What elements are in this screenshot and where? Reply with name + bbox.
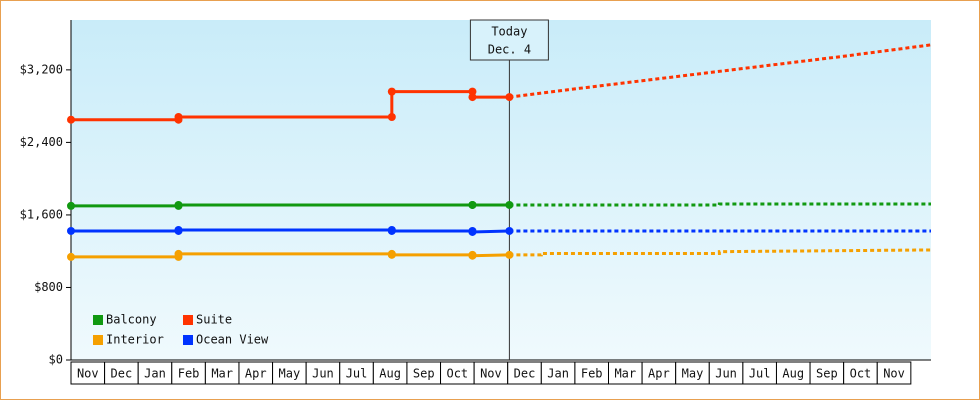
today-label: Today (491, 25, 527, 39)
plot-area (71, 20, 931, 360)
projection-line (509, 248, 932, 257)
point (387, 87, 396, 96)
x-tick-label: Sep (816, 367, 838, 381)
x-tick-label: Dec (514, 367, 536, 381)
legend-swatch (183, 335, 193, 345)
x-tick-label: Dec (111, 367, 133, 381)
point (468, 227, 477, 236)
point (387, 113, 396, 122)
x-tick-label: Jun (312, 367, 334, 381)
legend-swatch (183, 315, 193, 325)
series-line (71, 203, 510, 208)
today-box (469, 19, 549, 61)
point (505, 226, 514, 235)
x-tick-label: Nov (480, 367, 502, 381)
x-tick-label: Mar (211, 367, 233, 381)
x-tick-label: Jan (547, 367, 569, 381)
y-tick-label: $3,200 (20, 62, 63, 76)
legend-label: Ocean View (196, 333, 269, 347)
legend-label: Suite (196, 313, 232, 327)
y-tick-label: $800 (34, 280, 63, 294)
x-tick-label: Nov (77, 367, 99, 381)
point (505, 250, 514, 259)
x-tick-label: Feb (581, 367, 603, 381)
point (505, 93, 514, 102)
x-tick-label: Jul (346, 367, 368, 381)
x-tick-label: Aug (782, 367, 804, 381)
x-tick-label: Mar (614, 367, 636, 381)
x-tick-label: Nov (883, 367, 905, 381)
point (468, 200, 477, 209)
x-tick-label: Jan (144, 367, 166, 381)
x-tick-label: Jul (749, 367, 771, 381)
legend-label: Interior (106, 333, 164, 347)
x-tick-label: Oct (446, 367, 468, 381)
projection-line (509, 202, 931, 207)
legend-swatch (93, 335, 103, 345)
today-label: Dec. 4 (488, 43, 531, 57)
month-cell (876, 361, 912, 385)
legend-swatch (93, 315, 103, 325)
point (67, 115, 75, 124)
point (468, 251, 477, 260)
legend-label: Balcony (106, 313, 157, 327)
x-tick-label: Jun (715, 367, 737, 381)
point (174, 225, 183, 234)
point (387, 226, 396, 235)
point (174, 249, 183, 258)
point (67, 252, 75, 261)
point (67, 201, 75, 210)
projection-line (509, 43, 932, 99)
x-tick-label: Oct (850, 367, 872, 381)
y-tick-label: $0 (49, 353, 63, 367)
y-tick-label: $1,600 (20, 207, 63, 221)
point (67, 226, 75, 235)
point (174, 113, 183, 122)
y-tick-label: $2,400 (20, 135, 63, 149)
point (174, 200, 183, 209)
x-tick-label: Sep (413, 367, 435, 381)
point (468, 93, 477, 102)
x-tick-label: Aug (379, 367, 401, 381)
x-tick-label: Feb (178, 367, 200, 381)
x-tick-label: May (682, 367, 704, 381)
x-tick-label: Apr (648, 367, 670, 381)
point (387, 250, 396, 259)
x-tick-label: Apr (245, 367, 267, 381)
point (505, 200, 514, 209)
x-tick-label: May (279, 367, 301, 381)
